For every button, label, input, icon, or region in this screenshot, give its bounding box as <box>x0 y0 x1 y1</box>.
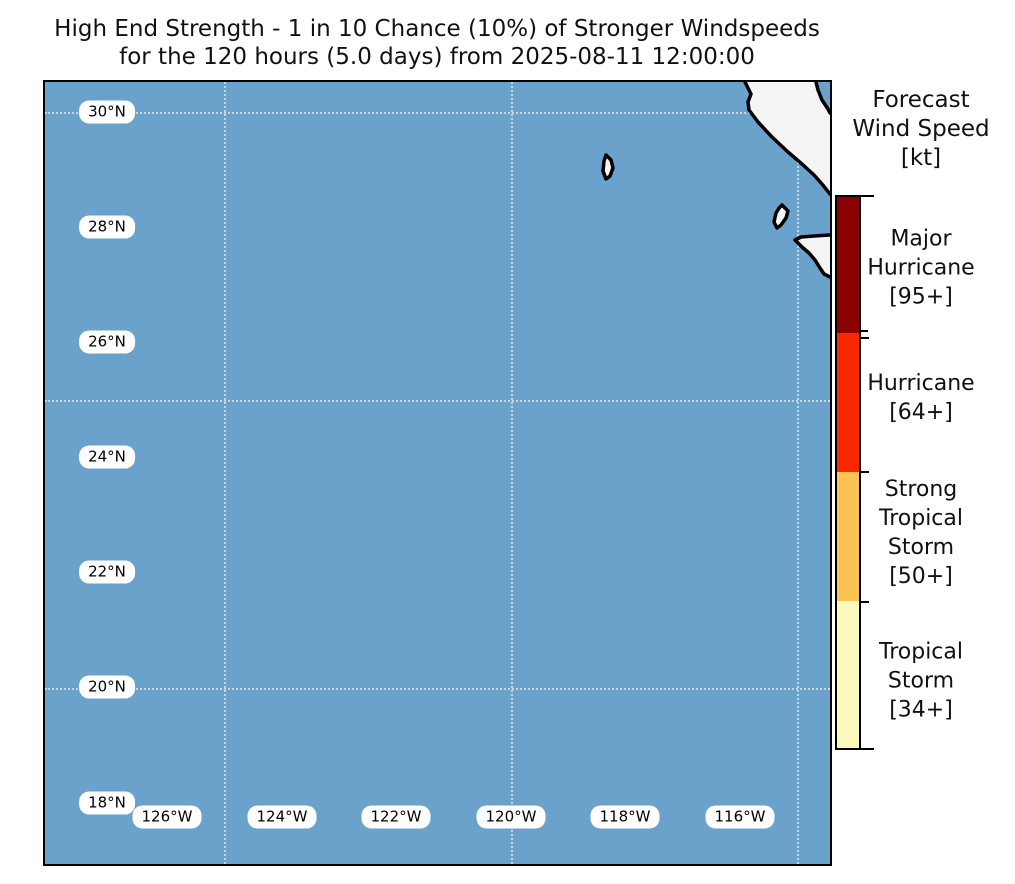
island-cedros <box>772 203 790 230</box>
lon-label-122w: 122°W <box>361 805 431 829</box>
coastline-layer <box>601 82 830 279</box>
colorbar-tick-bottom <box>861 748 874 750</box>
legend-label-hurricane: Hurricane [64+] <box>867 371 975 425</box>
colorbar-segment-tropical-storm <box>837 601 859 748</box>
colorbar-segment-hurricane <box>837 333 859 472</box>
legend-label-major-hurricane: Major Hurricane [95+] <box>867 226 975 310</box>
colorbar-tick-top <box>861 195 874 197</box>
island-guadalupe <box>601 153 615 181</box>
lon-label-120w: 120°W <box>476 805 546 829</box>
lat-label-18n: 18°N <box>79 791 135 815</box>
legend-title: Forecast Wind Speed [kt] <box>852 87 990 171</box>
gridline-30n <box>45 112 830 114</box>
legend-label-strong-tropical-storm: Strong Tropical Storm [50+] <box>879 477 963 589</box>
lon-label-118w: 118°W <box>590 805 660 829</box>
lon-label-124w: 124°W <box>247 805 317 829</box>
colorbar-tick-64 <box>861 471 869 473</box>
map-canvas: 30°N 28°N 26°N 24°N 22°N 20°N 18°N 126°W… <box>43 80 832 866</box>
coastline-gulf-of-california <box>814 82 830 115</box>
coastline-vizcaino <box>793 233 830 279</box>
gridline-20n <box>45 688 830 690</box>
colorbar-tick-95a <box>861 330 868 332</box>
lat-label-28n: 28°N <box>79 215 135 239</box>
lon-label-116w: 116°W <box>705 805 775 829</box>
lat-label-20n: 20°N <box>79 675 135 699</box>
figure-title: High End Strength - 1 in 10 Chance (10%)… <box>0 15 874 71</box>
colorbar-segment-strong-tropical-storm <box>837 472 859 601</box>
gridline-120w <box>511 82 513 864</box>
gridline-25n <box>45 400 830 402</box>
colorbar <box>835 195 861 750</box>
colorbar-segment-major-hurricane <box>837 197 859 333</box>
legend-label-tropical-storm: Tropical Storm [34+] <box>879 639 963 723</box>
figure-title-line1: High End Strength - 1 in 10 Chance (10%)… <box>54 16 820 42</box>
colorbar-tick-95b <box>861 337 869 339</box>
lat-label-30n: 30°N <box>79 100 135 124</box>
lon-label-126w: 126°W <box>132 805 202 829</box>
lat-label-22n: 22°N <box>79 560 135 584</box>
figure-title-line2: for the 120 hours (5.0 days) from 2025-0… <box>119 44 755 70</box>
gridline-125w <box>224 82 226 864</box>
lat-label-26n: 26°N <box>79 330 135 354</box>
lat-label-24n: 24°N <box>79 445 135 469</box>
land-baja-california <box>745 82 830 194</box>
colorbar-tick-50 <box>861 601 869 603</box>
coastline-baja <box>743 82 830 196</box>
gridline-115w <box>797 82 799 864</box>
